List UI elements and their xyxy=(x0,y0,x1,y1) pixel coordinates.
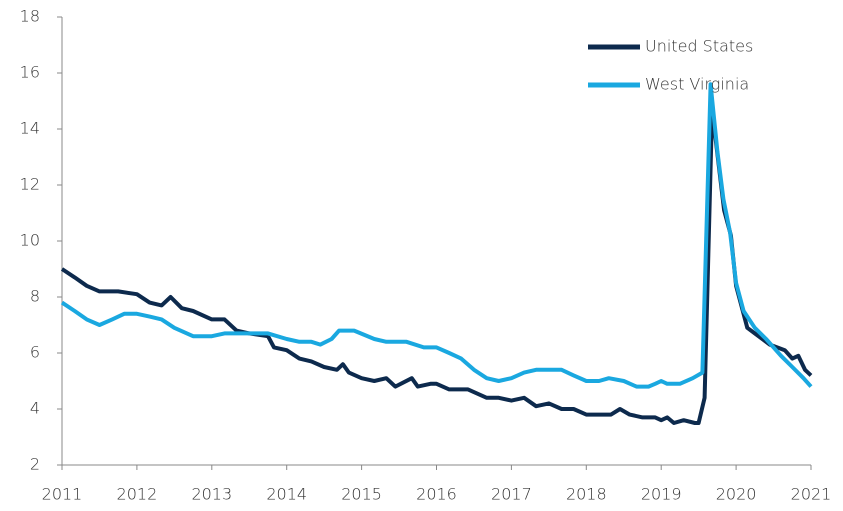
x-tick-label: 2016 xyxy=(416,485,457,504)
series-line xyxy=(60,82,813,389)
legend-label: West Virginia xyxy=(645,75,749,94)
y-tick-label: 8 xyxy=(30,287,40,306)
x-tick-label: 2020 xyxy=(716,485,757,504)
x-tick-label: 2015 xyxy=(341,485,382,504)
y-tick-label: 12 xyxy=(20,175,40,194)
x-tick-label: 2017 xyxy=(491,485,532,504)
y-tick-label: 16 xyxy=(20,63,40,82)
y-tick-label: 10 xyxy=(20,231,40,250)
y-tick-label: 18 xyxy=(20,7,40,26)
series-line xyxy=(60,107,813,425)
legend-label: United States xyxy=(645,37,753,56)
y-tick-label: 6 xyxy=(30,343,40,362)
y-tick-label: 14 xyxy=(20,119,40,138)
y-tick-label: 4 xyxy=(30,399,40,418)
x-tick-label: 2014 xyxy=(266,485,307,504)
x-tick-label: 2013 xyxy=(191,485,232,504)
x-tick-label: 2012 xyxy=(117,485,158,504)
x-tick-label: 2011 xyxy=(42,485,83,504)
y-tick-label: 2 xyxy=(30,455,40,474)
x-tick-label: 2019 xyxy=(641,485,682,504)
x-tick-label: 2021 xyxy=(791,485,832,504)
x-tick-label: 2018 xyxy=(566,485,607,504)
